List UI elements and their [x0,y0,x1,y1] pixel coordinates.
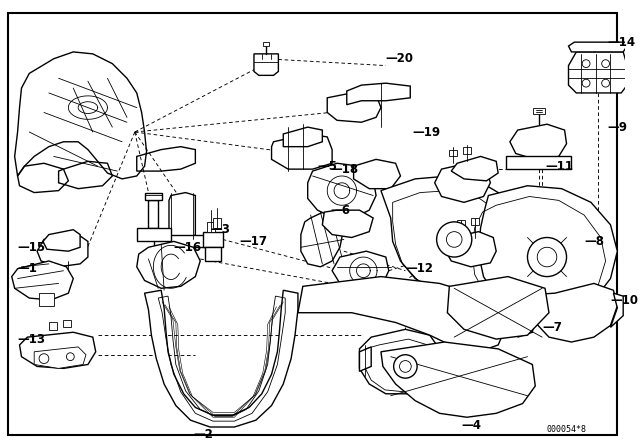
Text: —2: —2 [193,428,213,441]
Polygon shape [471,218,479,225]
Circle shape [67,353,74,361]
Polygon shape [20,332,96,368]
Polygon shape [301,210,344,267]
Polygon shape [145,290,298,427]
Text: —9: —9 [607,121,628,134]
Circle shape [602,79,609,87]
Polygon shape [148,200,158,228]
Polygon shape [510,124,566,159]
Polygon shape [479,186,618,318]
Polygon shape [34,347,86,368]
Text: —16: —16 [174,241,202,254]
Text: —6: —6 [330,204,350,217]
Polygon shape [327,91,381,122]
Polygon shape [360,347,371,371]
Polygon shape [213,218,221,228]
Circle shape [394,355,417,378]
Text: —3: —3 [210,223,230,236]
Polygon shape [381,342,535,417]
Circle shape [446,232,462,247]
Polygon shape [447,276,549,339]
Polygon shape [205,247,221,261]
Polygon shape [381,176,520,296]
Circle shape [39,354,49,363]
Polygon shape [568,52,627,93]
Text: —20: —20 [386,52,414,65]
Polygon shape [354,159,401,189]
Circle shape [602,60,609,68]
Text: —10: —10 [611,293,639,306]
Polygon shape [506,156,572,169]
Text: —15: —15 [17,241,45,254]
Text: —13: —13 [17,332,45,345]
Polygon shape [49,323,57,330]
Polygon shape [271,134,332,169]
Polygon shape [518,308,535,337]
Text: —1: —1 [17,262,38,275]
Polygon shape [532,284,618,342]
Polygon shape [207,222,215,232]
Polygon shape [263,42,269,46]
Text: —4: —4 [461,418,481,431]
Polygon shape [533,108,545,114]
Polygon shape [254,54,278,75]
Polygon shape [308,163,376,218]
Polygon shape [435,163,490,202]
Polygon shape [137,228,171,241]
Text: 000054*8: 000054*8 [547,426,586,435]
Polygon shape [463,146,471,154]
Polygon shape [298,276,508,352]
Polygon shape [611,293,623,327]
Polygon shape [451,156,498,181]
Polygon shape [63,319,71,327]
Text: —17: —17 [239,235,268,248]
Polygon shape [154,235,210,247]
Polygon shape [323,210,373,237]
Polygon shape [360,329,442,394]
Polygon shape [457,220,465,228]
Text: —8: —8 [584,235,604,248]
Polygon shape [43,230,80,251]
Polygon shape [449,150,457,156]
Polygon shape [444,232,496,267]
Polygon shape [39,293,54,306]
Text: —7: —7 [542,321,562,334]
Text: —19: —19 [412,125,440,138]
Polygon shape [37,235,88,267]
Polygon shape [332,251,388,289]
Circle shape [436,222,472,257]
Text: —14: —14 [607,36,636,49]
Text: —5: —5 [317,159,337,172]
Circle shape [582,79,590,87]
Circle shape [537,247,557,267]
Polygon shape [12,261,73,300]
Polygon shape [137,241,200,289]
Polygon shape [169,193,195,240]
Circle shape [527,237,566,276]
Text: —18: —18 [330,163,358,176]
Text: —12: —12 [405,262,433,275]
Circle shape [582,60,590,68]
Polygon shape [568,42,627,52]
Text: —11: —11 [545,159,573,172]
Circle shape [399,361,412,372]
Polygon shape [284,127,323,146]
Polygon shape [145,193,162,200]
Polygon shape [347,83,410,105]
Polygon shape [203,232,223,247]
